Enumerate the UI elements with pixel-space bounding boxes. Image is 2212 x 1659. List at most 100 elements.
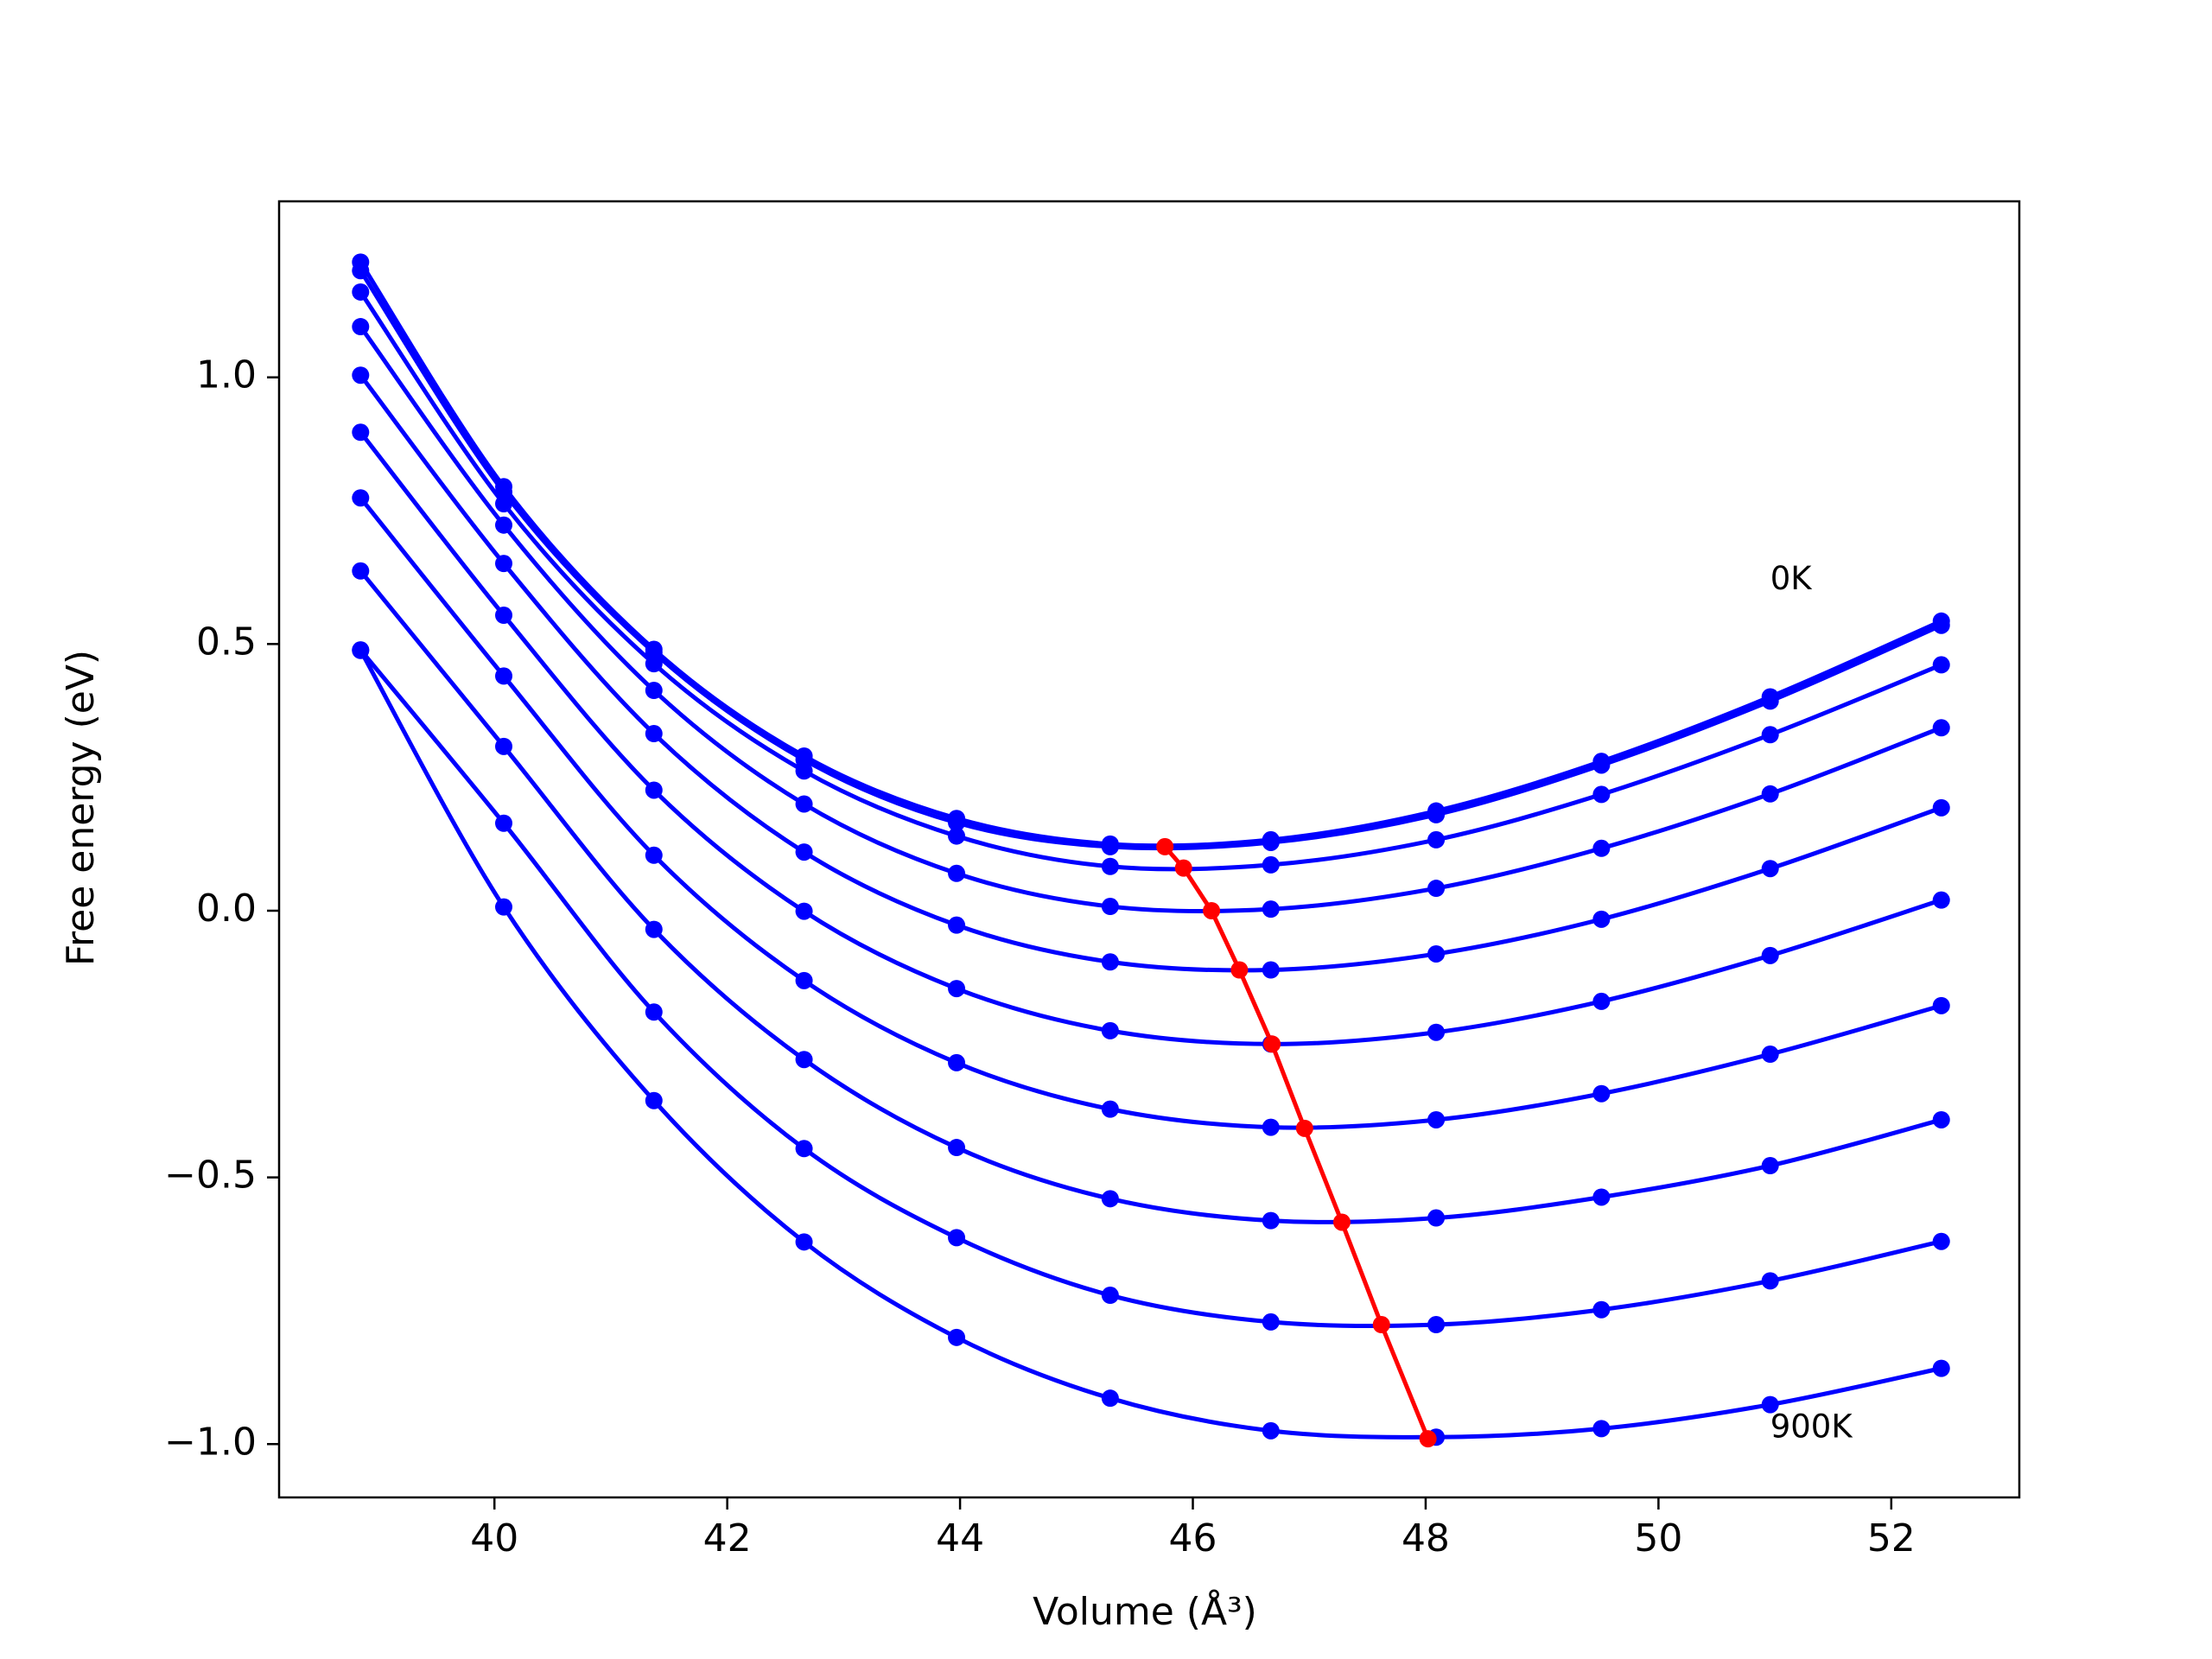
annotation: 900K: [1770, 1408, 1854, 1445]
axes: 40 42 44 46 48 50 52 1.0 0.5 0.0 −0.5 −1.0: [164, 200, 2021, 1560]
data-point: [1101, 857, 1119, 875]
data-point: [948, 1053, 966, 1071]
data-point: [1101, 1190, 1119, 1208]
data-point: [1932, 616, 1950, 634]
y-tick-label: 0.0: [196, 887, 257, 931]
data-point: [1761, 1272, 1779, 1290]
data-point: [1101, 953, 1119, 971]
data-point: [948, 1328, 966, 1346]
minima-point: [1263, 1035, 1281, 1053]
data-point: [352, 366, 370, 385]
data-point: [1592, 992, 1611, 1010]
data-point: [1932, 656, 1950, 674]
data-point: [948, 1139, 966, 1157]
data-point: [1761, 1046, 1779, 1064]
data-point: [645, 655, 663, 673]
data-point: [1592, 1300, 1611, 1319]
minima-point: [1156, 837, 1174, 855]
data-point: [1592, 756, 1611, 774]
x-tick-label: 50: [1634, 1516, 1682, 1560]
data-point: [1761, 1157, 1779, 1175]
data-point: [1262, 900, 1280, 918]
data-point: [1761, 692, 1779, 710]
data-point: [352, 562, 370, 580]
series-line: [359, 325, 1942, 914]
series-line: [359, 261, 1942, 849]
data-point: [645, 846, 663, 864]
data-point: [645, 781, 663, 799]
data-point: [645, 1003, 663, 1021]
data-point: [1761, 1395, 1779, 1414]
data-point: [352, 262, 370, 280]
x-tick-label: 52: [1867, 1516, 1916, 1560]
data-point: [1592, 785, 1611, 804]
data-point: [948, 827, 966, 845]
minima-point: [1372, 1316, 1390, 1333]
data-point: [1262, 833, 1280, 851]
minima-point: [1295, 1119, 1313, 1137]
data-point: [495, 607, 513, 625]
data-point: [645, 682, 663, 700]
series-3: [352, 283, 1950, 875]
data-point: [795, 843, 813, 861]
data-point: [1427, 805, 1446, 823]
series-line: [359, 269, 1942, 851]
plot-area: 0K 900K: [352, 253, 1950, 1448]
data-point: [1427, 1023, 1446, 1041]
data-point: [1427, 880, 1446, 898]
data-point: [1592, 1420, 1611, 1438]
data-point: [1262, 1421, 1280, 1440]
data-point: [795, 1233, 813, 1251]
series-line: [359, 569, 1942, 1224]
data-point: [1427, 1209, 1446, 1227]
data-point: [948, 864, 966, 882]
data-point: [495, 516, 513, 534]
data-point: [352, 283, 370, 301]
y-tick-label: 1.0: [196, 353, 257, 397]
data-point: [1427, 1110, 1446, 1128]
data-point: [495, 898, 513, 916]
data-point: [1262, 1118, 1280, 1136]
data-point: [1932, 798, 1950, 817]
data-point: [495, 495, 513, 512]
data-point: [352, 489, 370, 507]
data-point: [795, 1140, 813, 1158]
data-point: [645, 920, 663, 938]
data-point: [352, 641, 370, 659]
data-point: [1592, 1188, 1611, 1206]
data-point: [1101, 1100, 1119, 1118]
data-point: [1932, 1110, 1950, 1128]
data-point: [1592, 1084, 1611, 1103]
data-point: [795, 795, 813, 813]
data-point: [1262, 855, 1280, 874]
x-tick-label: 40: [470, 1516, 518, 1560]
data-point: [1101, 898, 1119, 916]
series-4: [352, 318, 1950, 918]
data-point: [495, 737, 513, 755]
minima-point: [1230, 961, 1249, 979]
y-axis-label: Free energy (eV): [59, 650, 103, 966]
series-8: [352, 562, 1950, 1230]
data-point: [1761, 726, 1779, 744]
series-5: [352, 366, 1950, 979]
data-point: [1427, 944, 1446, 963]
series-9: [352, 641, 1950, 1333]
y-tick-label: −1.0: [164, 1420, 257, 1464]
minima-point: [1203, 901, 1221, 919]
series-line: [359, 496, 1942, 1130]
data-point: [1101, 1021, 1119, 1039]
data-point: [1262, 1313, 1280, 1331]
data-point: [795, 902, 813, 920]
plot-frame: [277, 200, 2021, 1499]
y-tick-label: 0.5: [196, 620, 257, 664]
y-tick-label: −0.5: [164, 1154, 257, 1198]
data-point: [1932, 891, 1950, 909]
series-line: [359, 648, 1942, 1329]
x-tick-label: 42: [703, 1516, 752, 1560]
data-point: [948, 916, 966, 934]
data-point: [495, 555, 513, 573]
data-point: [948, 980, 966, 998]
data-point: [352, 318, 370, 336]
data-point: [948, 1229, 966, 1247]
